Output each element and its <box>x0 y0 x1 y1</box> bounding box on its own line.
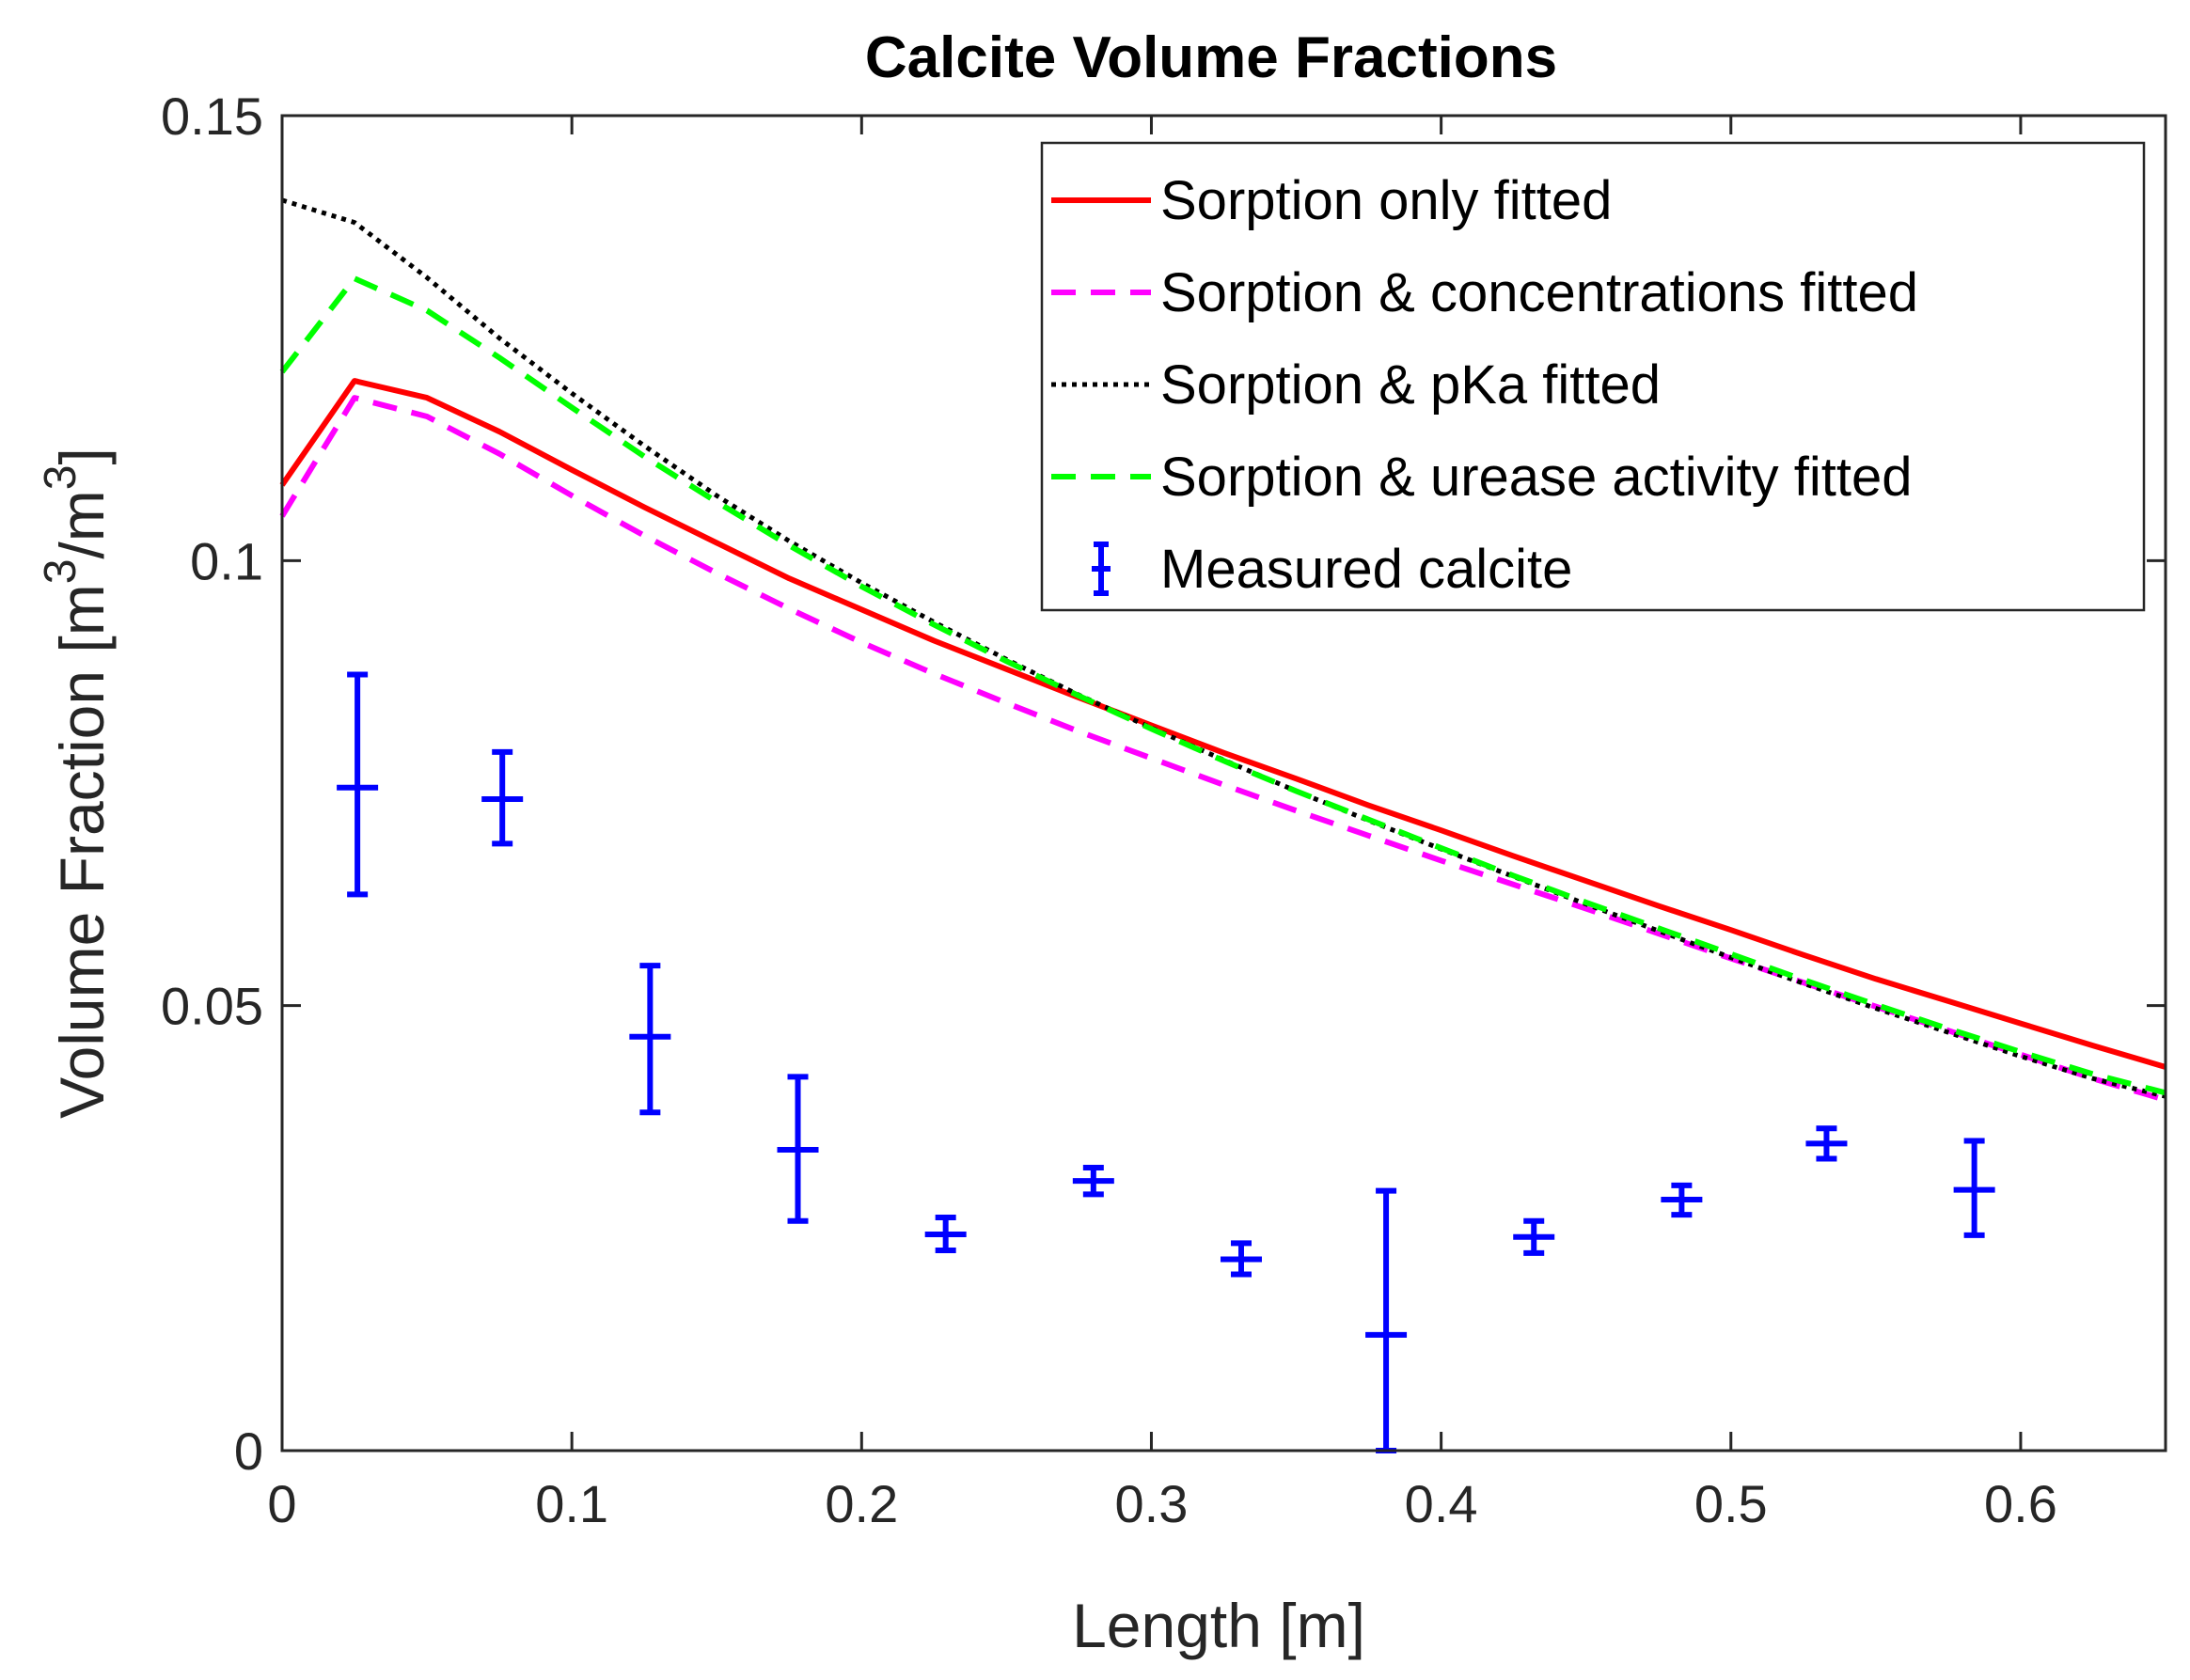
legend-label: Measured calcite <box>1160 539 1572 600</box>
legend-label: Sorption & concentrations fitted <box>1160 262 1918 323</box>
y-axis-label-sup1: 3 <box>36 559 86 585</box>
errorbar-point <box>629 963 671 1116</box>
x-tick-label: 0.6 <box>1984 1474 2057 1533</box>
errorbar-point <box>1805 1125 1848 1162</box>
x-tick-label: 0.2 <box>825 1474 898 1533</box>
errorbar-point <box>337 671 379 898</box>
y-tick-label: 0.05 <box>161 977 263 1036</box>
y-axis-label: Volume Fraction [m3/m3] <box>36 447 117 1119</box>
legend-label: Sorption & pKa fitted <box>1160 354 1661 416</box>
legend-item-sorption-and-urease-activity-fitted: Sorption & urease activity fitted <box>1051 447 1913 508</box>
legend-item-sorption-only-fitted: Sorption only fitted <box>1051 170 1612 231</box>
legend-swatch <box>1092 542 1111 596</box>
errorbar-point <box>1365 1187 1408 1453</box>
legend-item-sorption-and-pka-fitted: Sorption & pKa fitted <box>1051 354 1661 416</box>
legend-item-measured-calcite: Measured calcite <box>1092 539 1572 600</box>
y-tick-label: 0 <box>234 1421 263 1481</box>
x-tick-label: 0.1 <box>535 1474 608 1533</box>
y-axis-label-sup2: 3 <box>36 465 86 491</box>
errorbar-point <box>1220 1240 1262 1278</box>
series-line-sorption-only-fitted <box>279 378 2166 1070</box>
legend-label: Sorption only fitted <box>1160 170 1612 231</box>
errorbar-point <box>1953 1138 1995 1238</box>
errorbar-point <box>1661 1182 1703 1218</box>
y-tick-label: 0.1 <box>190 531 263 590</box>
tick-layer: 0 0.1 0.2 0.3 0.4 0.5 0.6 0 0.05 0.1 0.15 <box>161 86 2166 1533</box>
y-tick-label: 0.15 <box>161 86 263 146</box>
legend-box <box>1040 141 2146 612</box>
errorbar-point <box>1072 1164 1114 1198</box>
errorbar-point <box>1513 1217 1555 1256</box>
axes-box <box>280 114 2167 1452</box>
errorbar-point <box>481 748 524 847</box>
y-axis-label-mid: /m <box>47 490 117 558</box>
errorbar-layer <box>337 671 1995 1453</box>
series-layer <box>279 197 2166 1103</box>
y-axis-label-main: Volume Fraction [m <box>47 584 117 1119</box>
legend-label: Sorption & urease activity fitted <box>1160 447 1913 508</box>
legend-items: Sorption only fitted Sorption & concentra… <box>1051 170 1918 600</box>
plot-area: 0 0.1 0.2 0.3 0.4 0.5 0.6 0 0.05 0.1 0.15 <box>161 86 2167 1533</box>
chart-title: Calcite Volume Fractions <box>865 25 1557 90</box>
legend: Sorption only fitted Sorption & concentra… <box>1040 141 2146 612</box>
x-axis-label: Length [m] <box>1072 1591 1365 1660</box>
errorbar-point <box>777 1074 819 1224</box>
x-tick-label: 0.3 <box>1115 1474 1189 1533</box>
errorbar-point <box>924 1214 967 1253</box>
x-tick-label: 0.4 <box>1405 1474 1478 1533</box>
x-tick-label: 0.5 <box>1694 1474 1768 1533</box>
x-tick-label: 0 <box>267 1474 296 1533</box>
axis-labels: Length [m] Volume Fraction [m3/m3] <box>36 447 1365 1660</box>
series-line-sorption-and-urease-activity-fitted <box>279 275 2166 1096</box>
y-axis-label-end: ] <box>47 447 117 464</box>
legend-item-sorption-and-concentrations-fitted: Sorption & concentrations fitted <box>1051 262 1918 323</box>
